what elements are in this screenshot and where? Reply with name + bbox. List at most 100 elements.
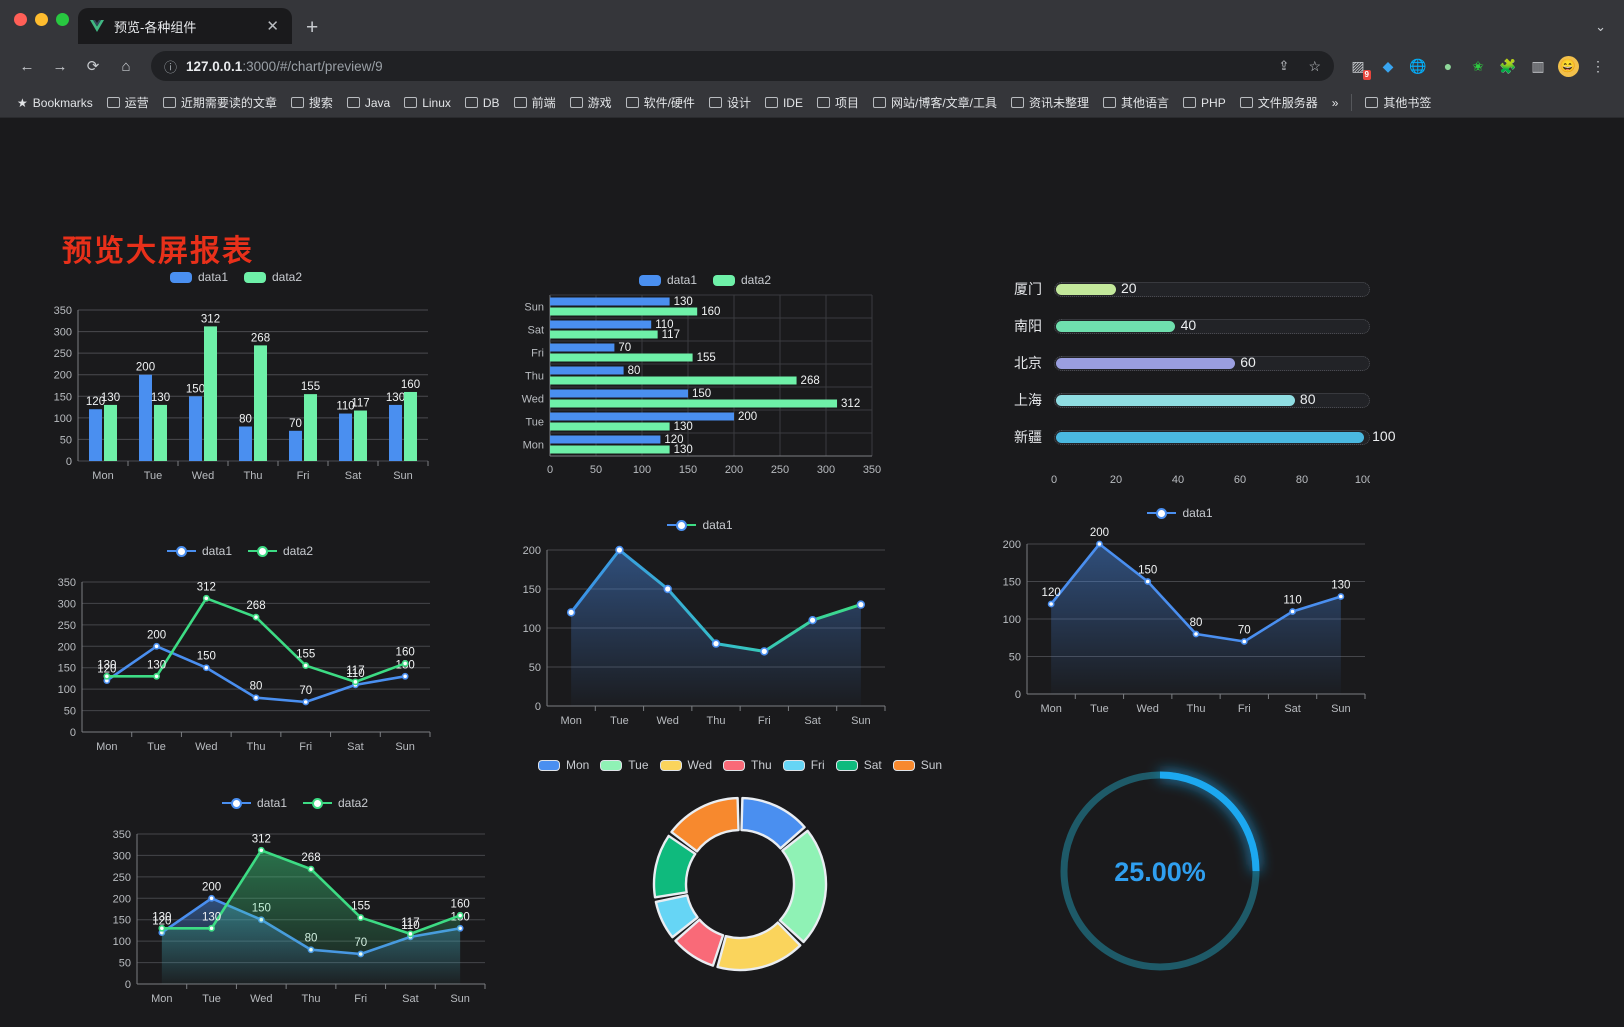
bookmark-label: 网站/博客/文章/工具 (890, 96, 997, 110)
folder-icon (1239, 97, 1253, 108)
bookmarks-root[interactable]: ★ Bookmarks (12, 93, 98, 113)
progress-value: 60 (1240, 353, 1256, 370)
legend-label: data1 (702, 518, 733, 532)
bookmark-folder[interactable]: 搜索 (286, 91, 338, 114)
address-bar[interactable]: ⓘ 127.0.0.1:3000/#/chart/preview/9 ⇪ ☆ (151, 51, 1334, 81)
bookmark-folder[interactable]: 文件服务器 (1235, 91, 1323, 114)
extensions-grid-icon[interactable]: ▨ 9 (1351, 57, 1371, 80)
svg-text:Sun: Sun (1331, 703, 1351, 715)
bookmark-folder[interactable]: 运营 (102, 91, 154, 114)
bookmark-folder[interactable]: 游戏 (565, 91, 617, 114)
circle-icon[interactable]: ● (1443, 58, 1453, 74)
avatar[interactable]: 😄 (1554, 52, 1582, 80)
back-button[interactable]: ← (19, 57, 35, 75)
bookmark-folder[interactable]: PHP (1178, 93, 1231, 113)
donut-svg (652, 796, 828, 972)
bookmark-label: 项目 (834, 96, 859, 110)
browser-tab[interactable]: 预览-各种组件 ✕ (78, 8, 292, 44)
legend-swatch (723, 759, 745, 771)
bookmarks-overflow-button[interactable]: » (1331, 95, 1339, 110)
bookmark-folder[interactable]: 项目 (812, 91, 864, 114)
legend-item-data2[interactable]: data2 (248, 544, 313, 558)
svg-text:Tue: Tue (610, 715, 629, 727)
legend-item-sat[interactable]: Sat (835, 758, 882, 772)
svg-text:155: 155 (697, 352, 716, 364)
sidebar-icon[interactable]: ▥ (1531, 57, 1545, 74)
minimize-window-button[interactable] (35, 13, 48, 26)
svg-text:70: 70 (289, 418, 302, 430)
globe-icon[interactable]: 🌐 (1409, 57, 1427, 74)
browser-menu-button[interactable]: ⋮ (1591, 57, 1605, 74)
other-bookmarks-folder[interactable]: 其他书签 (1360, 91, 1436, 114)
home-button[interactable]: ⌂ (121, 57, 131, 75)
svg-text:Sat: Sat (1284, 703, 1301, 715)
maximize-window-button[interactable] (56, 13, 69, 26)
legend-item-sun[interactable]: Sun (892, 758, 942, 772)
svg-text:120: 120 (1042, 587, 1061, 599)
svg-text:155: 155 (351, 901, 370, 913)
chevron-down-icon[interactable]: ⌄ (1595, 19, 1606, 34)
diamond-icon[interactable]: ◆ (1382, 57, 1394, 74)
legend-dual: data1 data2 (95, 796, 495, 810)
window-traffic-lights (14, 13, 69, 26)
bookmark-label: 其他语言 (1121, 96, 1170, 110)
svg-text:250: 250 (771, 464, 789, 476)
legend-line-marker (303, 797, 332, 809)
gauge-svg: 25.00% (1060, 771, 1260, 971)
legend-item-mon[interactable]: Mon (537, 758, 589, 772)
bookmark-folder[interactable]: DB (460, 93, 505, 113)
legend-item-data1[interactable]: data1 (169, 270, 228, 284)
vue-logo-icon (88, 18, 105, 35)
legend-item-data1[interactable]: data1 (667, 518, 733, 532)
svg-text:50: 50 (529, 662, 541, 674)
reload-button[interactable]: ⟳ (86, 58, 100, 75)
bookmark-folder[interactable]: 近期需要读的文章 (158, 91, 282, 114)
bookmark-folder[interactable]: IDE (760, 93, 808, 113)
legend-item-data1[interactable]: data1 (221, 796, 287, 810)
svg-text:130: 130 (674, 296, 693, 308)
svg-text:Sat: Sat (804, 715, 821, 727)
legend-item-data1[interactable]: data1 (166, 544, 232, 558)
folder-icon (569, 97, 583, 108)
bookmark-folder[interactable]: 前端 (509, 91, 561, 114)
tab-title: 预览-各种组件 (114, 19, 197, 35)
bookmark-folder[interactable]: 软件/硬件 (621, 91, 700, 114)
bookmark-folder[interactable]: 网站/博客/文章/工具 (868, 91, 1002, 114)
legend-item-tue[interactable]: Tue (600, 758, 649, 772)
legend-item-thu[interactable]: Thu (723, 758, 772, 772)
legend-single: data1 (985, 506, 1375, 520)
bookmark-star-icon[interactable]: ☆ (1308, 57, 1321, 74)
forward-button[interactable]: → (52, 57, 68, 75)
legend-item-wed[interactable]: Wed (659, 758, 712, 772)
bookmark-folder[interactable]: 设计 (704, 91, 756, 114)
svg-text:50: 50 (119, 958, 131, 970)
bookmark-folder[interactable]: 其他语言 (1098, 91, 1174, 114)
progress-value: 80 (1299, 390, 1316, 407)
star-outline-icon[interactable]: ✬ (1472, 57, 1484, 74)
legend-item-fri[interactable]: Fri (782, 758, 825, 772)
progress-label: 上海 (1014, 392, 1042, 408)
svg-text:100: 100 (58, 684, 76, 696)
bookmark-folder[interactable]: 资讯未整理 (1006, 91, 1094, 114)
bookmark-label: PHP (1201, 95, 1226, 110)
svg-text:Wed: Wed (192, 470, 214, 482)
legend-item-data2[interactable]: data2 (303, 796, 368, 810)
svg-text:130: 130 (674, 421, 693, 433)
new-tab-button[interactable]: + (306, 16, 319, 39)
legend-item-data1[interactable]: data1 (638, 273, 697, 287)
legend-item-data1[interactable]: data1 (1147, 506, 1213, 520)
svg-text:70: 70 (1238, 625, 1251, 637)
close-icon[interactable]: ✕ (266, 17, 279, 35)
svg-text:0: 0 (547, 464, 553, 476)
puzzle-icon[interactable]: 🧩 (1499, 57, 1517, 74)
progress-fill (1056, 357, 1235, 369)
close-window-button[interactable] (14, 13, 27, 26)
share-icon[interactable]: ⇪ (1278, 58, 1290, 73)
site-info-icon[interactable]: ⓘ (164, 59, 178, 75)
legend-item-data2[interactable]: data2 (713, 273, 771, 287)
svg-text:130: 130 (1331, 580, 1350, 592)
legend-item-data2[interactable]: data2 (244, 270, 302, 284)
bookmark-folder[interactable]: Java (342, 93, 395, 113)
svg-text:Fri: Fri (354, 993, 367, 1005)
bookmark-folder[interactable]: Linux (399, 93, 456, 113)
